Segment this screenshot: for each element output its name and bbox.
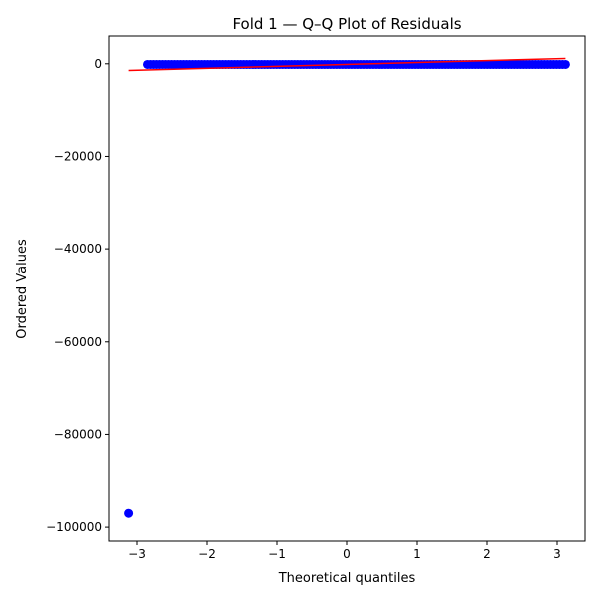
x-tick-label: −3 xyxy=(128,547,146,561)
y-tick-label: −40000 xyxy=(54,242,102,256)
y-tick-label: −20000 xyxy=(54,149,102,163)
y-tick-label: 0 xyxy=(94,57,102,71)
y-tick-label: −60000 xyxy=(54,335,102,349)
x-tick-label: −1 xyxy=(268,547,286,561)
y-axis-label: Ordered Values xyxy=(15,239,30,339)
y-tick-label: −80000 xyxy=(54,427,102,441)
data-points xyxy=(124,59,570,518)
x-tick-label: 2 xyxy=(483,547,491,561)
x-tick-label: 0 xyxy=(343,547,351,561)
y-tick-label: −100000 xyxy=(46,520,102,534)
x-tick-label: −2 xyxy=(198,547,216,561)
x-tick-label: 1 xyxy=(413,547,421,561)
x-axis-ticks: −3 −2 −1 0 1 2 3 xyxy=(128,541,561,561)
chart-title: Fold 1 — Q–Q Plot of Residuals xyxy=(232,15,461,33)
axes-frame xyxy=(108,35,586,542)
x-tick-label: 3 xyxy=(553,547,561,561)
fit-line-layer xyxy=(128,57,566,72)
x-axis-label: Theoretical quantiles xyxy=(278,571,416,586)
outlier-point xyxy=(124,508,134,518)
data-point xyxy=(560,59,570,69)
y-axis-ticks: 0 −20000 −40000 −60000 −80000 −100000 xyxy=(46,57,109,534)
reference-line xyxy=(128,57,566,72)
plot-area xyxy=(124,57,570,518)
